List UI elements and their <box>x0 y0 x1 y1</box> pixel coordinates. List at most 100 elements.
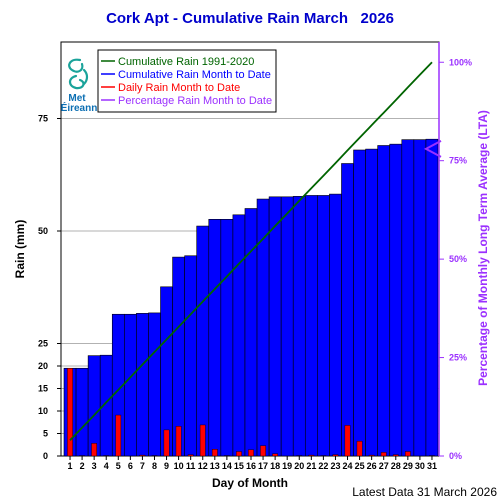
x-tick-label-13: 13 <box>210 461 220 471</box>
x-tick-label-20: 20 <box>294 461 304 471</box>
x-tick-label-31: 31 <box>427 461 437 471</box>
daily-bar-day-12 <box>199 424 206 457</box>
x-tick-label-12: 12 <box>198 461 208 471</box>
x-tick-label-19: 19 <box>282 461 292 471</box>
cumulative-bar-day-31 <box>425 138 439 457</box>
y-tick-label-3: 15 <box>38 384 48 394</box>
cumulative-bar-day-18 <box>268 196 282 457</box>
daily-bar-day-23 <box>332 454 339 457</box>
x-axis-label: Day of Month <box>212 476 288 490</box>
daily-bar-day-1 <box>67 368 73 457</box>
cumulative-bar-day-25 <box>353 149 366 457</box>
daily-bar-day-18 <box>272 453 278 457</box>
x-tick-label-26: 26 <box>367 461 377 471</box>
percentage-marker-group <box>423 139 442 158</box>
cumulative-bar-day-11 <box>184 255 198 457</box>
cumulative-bar-day-26 <box>365 148 378 457</box>
legend-label-lta: Cumulative Rain 1991-2020 <box>118 56 254 68</box>
y-tick-label-1: 5 <box>43 429 48 439</box>
y-tick-label-7: 75 <box>38 114 48 124</box>
x-tick-label-18: 18 <box>270 461 280 471</box>
y-tick-label-4: 20 <box>38 361 48 371</box>
lta-line <box>69 61 433 441</box>
daily-bar-day-24 <box>344 425 351 457</box>
daily-bar-day-11 <box>187 454 194 457</box>
daily-bar-day-25 <box>356 440 363 457</box>
x-tick-label-22: 22 <box>318 461 328 471</box>
cumulative-bar-day-29 <box>401 139 415 457</box>
daily-bar-day-29 <box>404 451 411 457</box>
x-tick-label-27: 27 <box>379 461 389 471</box>
x-tick-label-1: 1 <box>68 461 73 471</box>
daily-bar-day-5 <box>115 414 122 457</box>
daily-bar-day-13 <box>211 449 218 457</box>
met-eireann-logo: Met Éireann <box>61 58 98 114</box>
x-tick-label-8: 8 <box>152 461 157 471</box>
logo-text-eireann: Éireann <box>61 101 98 114</box>
x-tick-label-7: 7 <box>140 461 145 471</box>
cumulative-bar-day-21 <box>304 195 318 457</box>
percentage-marker <box>423 139 442 158</box>
x-tick-label-10: 10 <box>174 461 184 471</box>
x-tick-label-24: 24 <box>343 461 353 471</box>
y2-tick-label-3: 75% <box>449 156 467 166</box>
cumulative-bar-day-3 <box>87 355 101 457</box>
y-tick-label-2: 10 <box>38 406 48 416</box>
daily-bar-day-15 <box>236 451 242 457</box>
lta-line-group <box>69 61 433 441</box>
daily-bar-day-7 <box>139 454 146 457</box>
logo-swirl-icon <box>68 58 89 90</box>
cumulative-bar-day-27 <box>377 145 391 457</box>
chart-title: Cork Apt - Cumulative Rain March 2026 <box>106 10 394 27</box>
x-tick-label-11: 11 <box>186 461 196 471</box>
x-tick-label-3: 3 <box>92 461 97 471</box>
y2-tick-label-2: 50% <box>449 254 467 264</box>
legend-label-percentage: Percentage Rain Month to Date <box>118 95 272 107</box>
x-tick-label-29: 29 <box>403 461 413 471</box>
y-tick-label-6: 50 <box>38 226 48 236</box>
cumulative-bar-day-20 <box>292 196 306 457</box>
cumulative-bar-day-2 <box>75 367 89 457</box>
y-tick-label-0: 0 <box>43 451 48 461</box>
latest-data-footer: Latest Data 31 March 2026 <box>352 485 497 499</box>
cumulative-bar-day-6 <box>124 313 137 457</box>
cumulative-bar-day-7 <box>136 313 149 457</box>
daily-bar-day-28 <box>392 454 399 457</box>
x-tick-label-23: 23 <box>330 461 340 471</box>
cumulative-bar-day-30 <box>413 139 427 457</box>
y2-tick-label-4: 100% <box>449 57 472 67</box>
y2-tick-label-0: 0% <box>449 451 462 461</box>
legend-label-daily: Daily Rain Month to Date <box>118 82 240 94</box>
x-axis-ticks: 1 2 3 4 5 6 7 8 9 10 11 12 13 14 15 16 17 18 19 20 21 22 23 24 2… <box>68 456 437 471</box>
daily-bar-day-26 <box>368 454 375 457</box>
cumulative-bar-day-23 <box>329 193 342 457</box>
x-tick-label-5: 5 <box>116 461 121 471</box>
x-tick-label-14: 14 <box>222 461 232 471</box>
cumulative-bar-day-13 <box>208 219 222 457</box>
x-tick-label-9: 9 <box>164 461 169 471</box>
daily-bar-day-10 <box>175 426 182 457</box>
daily-bar-day-3 <box>91 443 98 457</box>
cumulative-bar-day-12 <box>196 225 210 457</box>
x-tick-label-15: 15 <box>234 461 244 471</box>
y2-axis-label: Percentage of Monthly Long Term Average … <box>476 110 490 386</box>
legend: Cumulative Rain 1991-2020 Cumulative Rai… <box>97 49 277 113</box>
cumulative-bar-day-22 <box>317 195 330 457</box>
cumulative-bars <box>63 138 439 457</box>
x-tick-label-25: 25 <box>355 461 365 471</box>
x-tick-label-2: 2 <box>80 461 85 471</box>
daily-bar-day-9 <box>163 429 170 457</box>
cumulative-bar-day-19 <box>280 196 294 457</box>
x-tick-label-28: 28 <box>391 461 401 471</box>
daily-bar-day-16 <box>248 449 254 457</box>
y-tick-label-5: 25 <box>38 339 48 349</box>
cumulative-bar-day-8 <box>148 312 161 457</box>
y-axis-label: Rain (mm) <box>13 220 27 279</box>
daily-bar-day-27 <box>380 452 387 457</box>
cumulative-bar-day-24 <box>341 163 354 457</box>
legend-label-cumulative: Cumulative Rain Month to Date <box>118 69 271 81</box>
x-tick-label-16: 16 <box>246 461 256 471</box>
cumulative-bar-day-28 <box>389 143 403 457</box>
cumulative-bar-day-15 <box>232 214 246 457</box>
